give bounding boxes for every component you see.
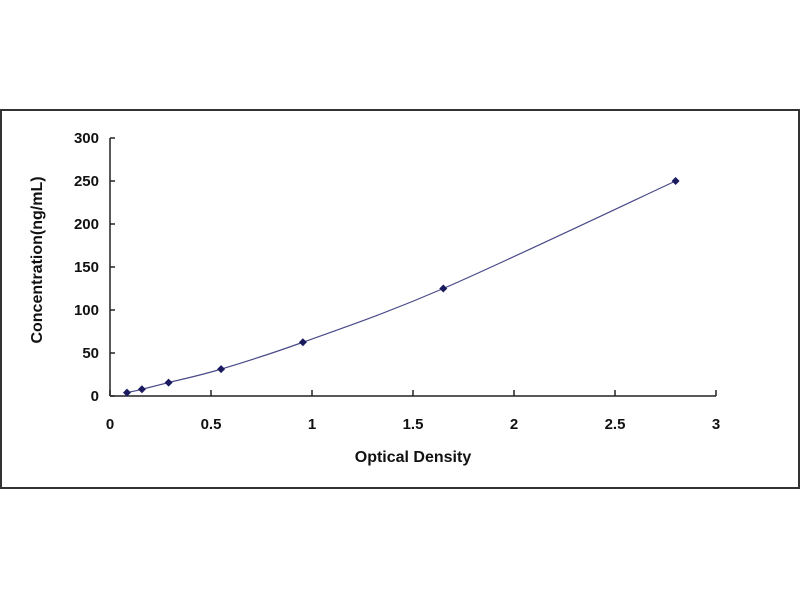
chart-frame [0, 109, 800, 489]
x-tick-label: 2 [510, 416, 518, 433]
data-point [217, 365, 226, 374]
y-tick-label: 250 [74, 173, 99, 190]
y-axis-label: Concentration(ng/mL) [29, 176, 46, 343]
data-point [439, 284, 448, 293]
y-tick-label: 100 [74, 302, 99, 319]
data-point [671, 177, 680, 185]
y-tick-label: 50 [82, 345, 99, 362]
y-tick-label: 0 [91, 388, 99, 405]
data-point [122, 388, 131, 397]
data-point [298, 338, 307, 347]
y-tick-label: 200 [74, 216, 99, 233]
y-tick-label: 150 [74, 259, 99, 276]
fit-curve [126, 180, 676, 394]
x-tick-label: 1.5 [403, 416, 424, 433]
x-tick-label: 1 [308, 416, 316, 433]
x-tick-label: 0.5 [201, 416, 222, 433]
data-point [164, 378, 173, 387]
x-tick-label: 3 [712, 416, 720, 433]
x-tick-label: 0 [106, 416, 114, 433]
data-point [137, 385, 146, 394]
x-tick-label: 2.5 [605, 416, 626, 433]
y-tick-label: 300 [74, 130, 99, 147]
x-axis-label: Optical Density [355, 449, 472, 466]
